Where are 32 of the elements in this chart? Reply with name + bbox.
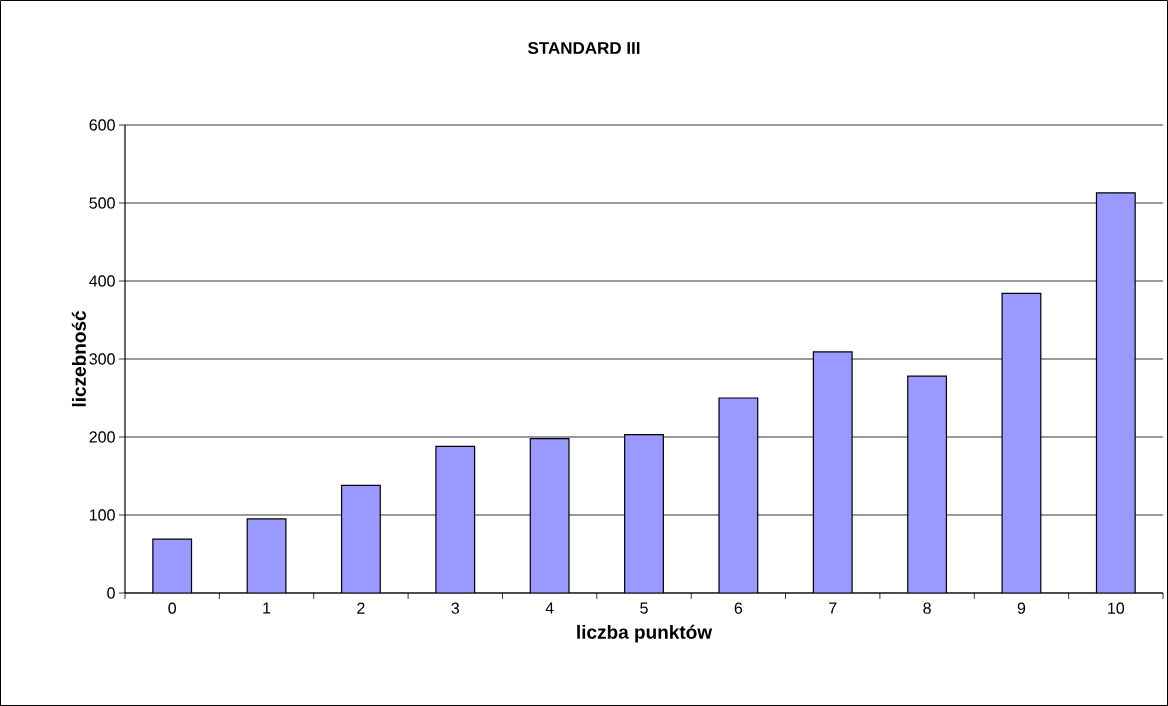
x-tick-label: 2 [357, 602, 365, 614]
x-tick-label: 8 [923, 602, 931, 614]
bar [907, 375, 948, 593]
y-tick-label: 100 [90, 509, 115, 521]
chart-title: STANDARD III [527, 41, 640, 55]
x-tick-label: 6 [734, 602, 743, 614]
y-axis-title: liczebność [71, 310, 86, 407]
x-tick-label: 7 [829, 602, 837, 614]
bar [529, 437, 570, 593]
y-tick-label: 600 [89, 119, 115, 131]
x-tick-label: 9 [1017, 602, 1026, 614]
x-tick-label: 5 [640, 602, 648, 614]
x-tick-label: 10 [1108, 602, 1125, 614]
x-axis-title: liczba punktów [577, 624, 713, 643]
bar [718, 397, 759, 593]
y-tick-label: 300 [89, 353, 115, 365]
y-tick-label: 400 [89, 275, 115, 287]
y-tick-label: 0 [107, 587, 115, 599]
x-tick-label: 4 [545, 602, 554, 614]
bar [152, 538, 193, 593]
y-tick-label: 200 [89, 431, 115, 443]
bar [624, 434, 664, 593]
bar [1001, 292, 1042, 593]
bar [1095, 192, 1136, 593]
bar [246, 518, 287, 593]
x-tick-label: 3 [451, 602, 460, 614]
x-tick-label: 1 [263, 602, 271, 614]
y-tick-label: 500 [89, 197, 115, 209]
bar [435, 445, 476, 593]
bar [812, 351, 853, 593]
bar [340, 484, 381, 593]
x-tick-label: 0 [168, 602, 176, 614]
